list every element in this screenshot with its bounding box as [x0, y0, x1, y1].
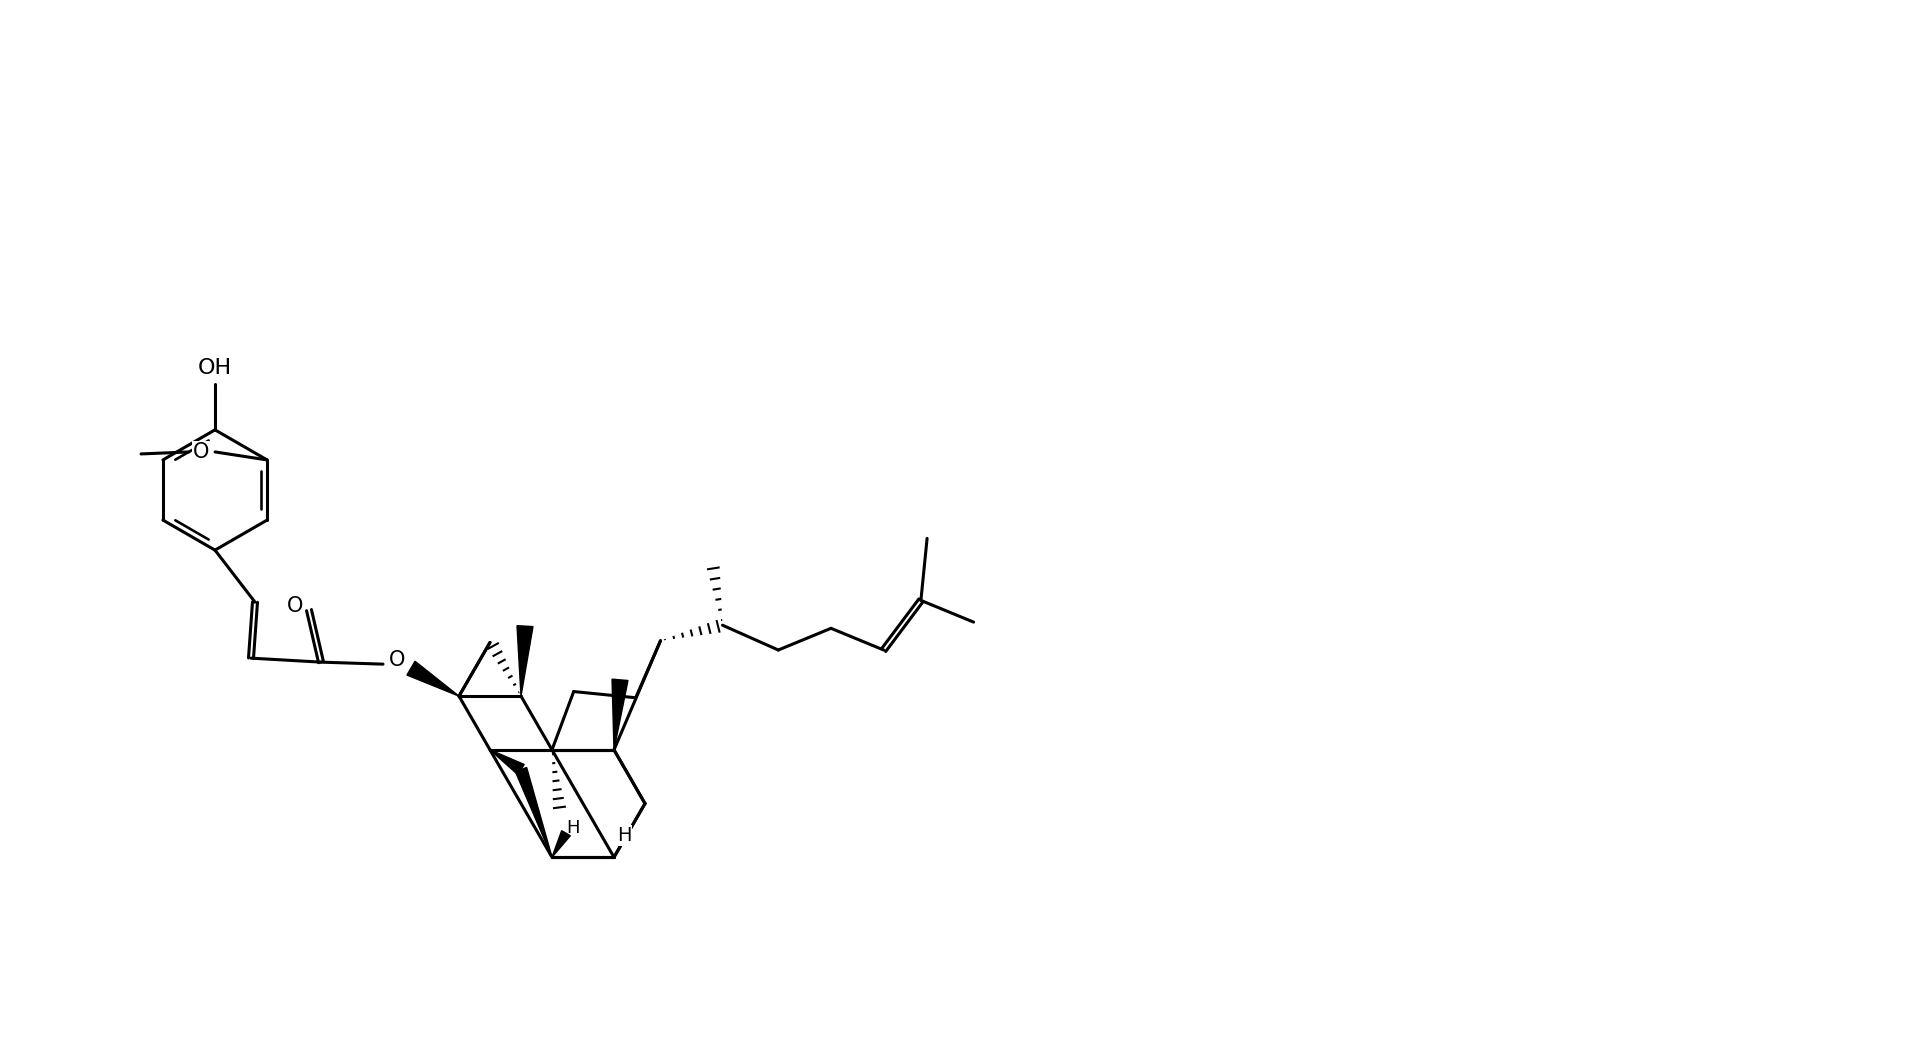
Text: O: O: [194, 442, 209, 462]
Polygon shape: [518, 626, 533, 696]
Text: O: O: [288, 596, 303, 616]
Polygon shape: [516, 767, 552, 857]
Text: O: O: [389, 650, 405, 670]
Polygon shape: [489, 749, 524, 774]
Text: H: H: [566, 818, 579, 837]
Text: OH: OH: [198, 357, 232, 378]
Polygon shape: [407, 661, 458, 696]
Polygon shape: [612, 679, 627, 749]
Polygon shape: [552, 831, 570, 857]
Text: H: H: [618, 826, 631, 845]
